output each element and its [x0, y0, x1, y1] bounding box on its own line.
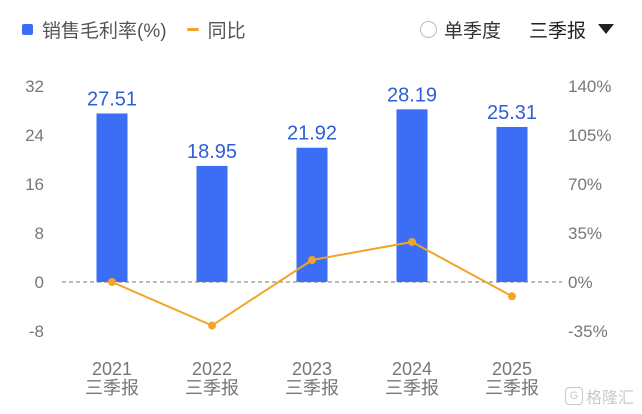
legend-bar-swatch	[22, 23, 33, 35]
period-dropdown-value: 三季报	[528, 20, 586, 42]
yoy-point	[408, 237, 416, 246]
yoy-point	[508, 292, 516, 301]
chart-controls: 单季度 三季报	[419, 16, 614, 43]
x-tick-label: 2023 三季报	[285, 359, 339, 398]
bar-value-label: 28.19	[387, 84, 437, 106]
x-tick-label: 2021 三季报	[85, 359, 139, 398]
watermark-text: 格隆汇	[585, 390, 634, 407]
y-right-tick-label: 140%	[568, 77, 611, 96]
caret-down-icon	[598, 24, 614, 34]
x-tick-label: 2022 三季报	[185, 359, 239, 398]
y-left-tick-label: 8	[35, 224, 44, 243]
x-tick-label: 2025 三季报	[485, 359, 539, 398]
bar-value-label: 27.51	[87, 89, 137, 111]
yoy-point	[308, 256, 316, 265]
y-left-tick-label: -8	[29, 322, 44, 341]
bar	[396, 109, 428, 283]
y-right-tick-label: 0%	[568, 273, 593, 292]
period-dropdown[interactable]: 三季报	[529, 16, 614, 43]
yoy-point	[108, 278, 116, 286]
y-right-tick-label: 70%	[568, 175, 602, 194]
y-right-tick-label: -35%	[568, 322, 608, 341]
x-tick-label: 2024 三季报	[385, 359, 439, 398]
y-left-tick-label: 24	[25, 126, 44, 145]
bar-value-label: 18.95	[187, 141, 237, 163]
single-quarter-label[interactable]: 单季度	[443, 20, 501, 42]
bar-value-label: 25.31	[487, 102, 537, 124]
legend-item-gross-margin[interactable]: 销售毛利率(%)	[22, 16, 167, 43]
legend-item-yoy[interactable]: 同比	[186, 16, 246, 43]
y-left-tick-label: 32	[25, 77, 44, 96]
yoy-point	[208, 321, 216, 330]
single-quarter-radio[interactable]	[419, 20, 437, 38]
legend-bar-label: 销售毛利率(%)	[42, 20, 167, 42]
chart-legend: 销售毛利率(%) 同比	[22, 16, 266, 42]
watermark: G 格隆汇	[564, 384, 634, 408]
bar	[496, 126, 528, 282]
bar	[96, 113, 128, 282]
y-right-tick-label: 35%	[568, 224, 602, 243]
legend-line-swatch	[186, 27, 199, 31]
bar	[196, 165, 228, 282]
y-left-tick-label: 16	[25, 175, 44, 194]
y-left-tick-label: 0	[35, 273, 44, 292]
y-right-tick-label: 105%	[568, 126, 611, 145]
legend-line-label: 同比	[207, 20, 246, 42]
watermark-logo-icon: G	[564, 387, 583, 405]
bar-value-label: 21.92	[287, 123, 337, 145]
